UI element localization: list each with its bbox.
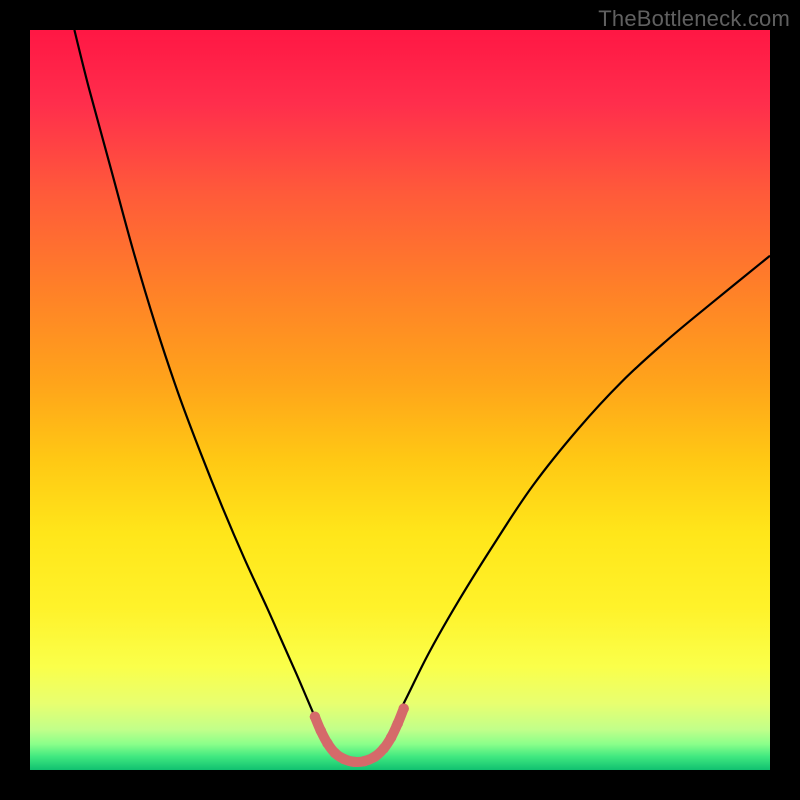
optimal-range-marker — [393, 718, 403, 728]
watermark-label: TheBottleneck.com — [598, 6, 790, 32]
optimal-range-marker — [399, 703, 409, 713]
plot-area — [30, 30, 770, 770]
optimal-range-marker — [330, 748, 340, 758]
bottleneck-curve-left — [74, 30, 318, 726]
optimal-range-marker — [316, 726, 326, 736]
optimal-range-marker — [370, 751, 380, 761]
optimal-range-marker — [359, 756, 369, 766]
optimal-range-marker — [310, 712, 320, 722]
chart-container: TheBottleneck.com — [0, 0, 800, 800]
optimal-range-marker — [322, 738, 332, 748]
bottleneck-curve-right — [393, 256, 770, 726]
optimal-range-marker — [349, 757, 359, 767]
optimal-range-marker — [386, 732, 396, 742]
curve-layer — [30, 30, 770, 770]
optimal-range-marker — [379, 743, 389, 753]
optimal-range-marker — [339, 754, 349, 764]
